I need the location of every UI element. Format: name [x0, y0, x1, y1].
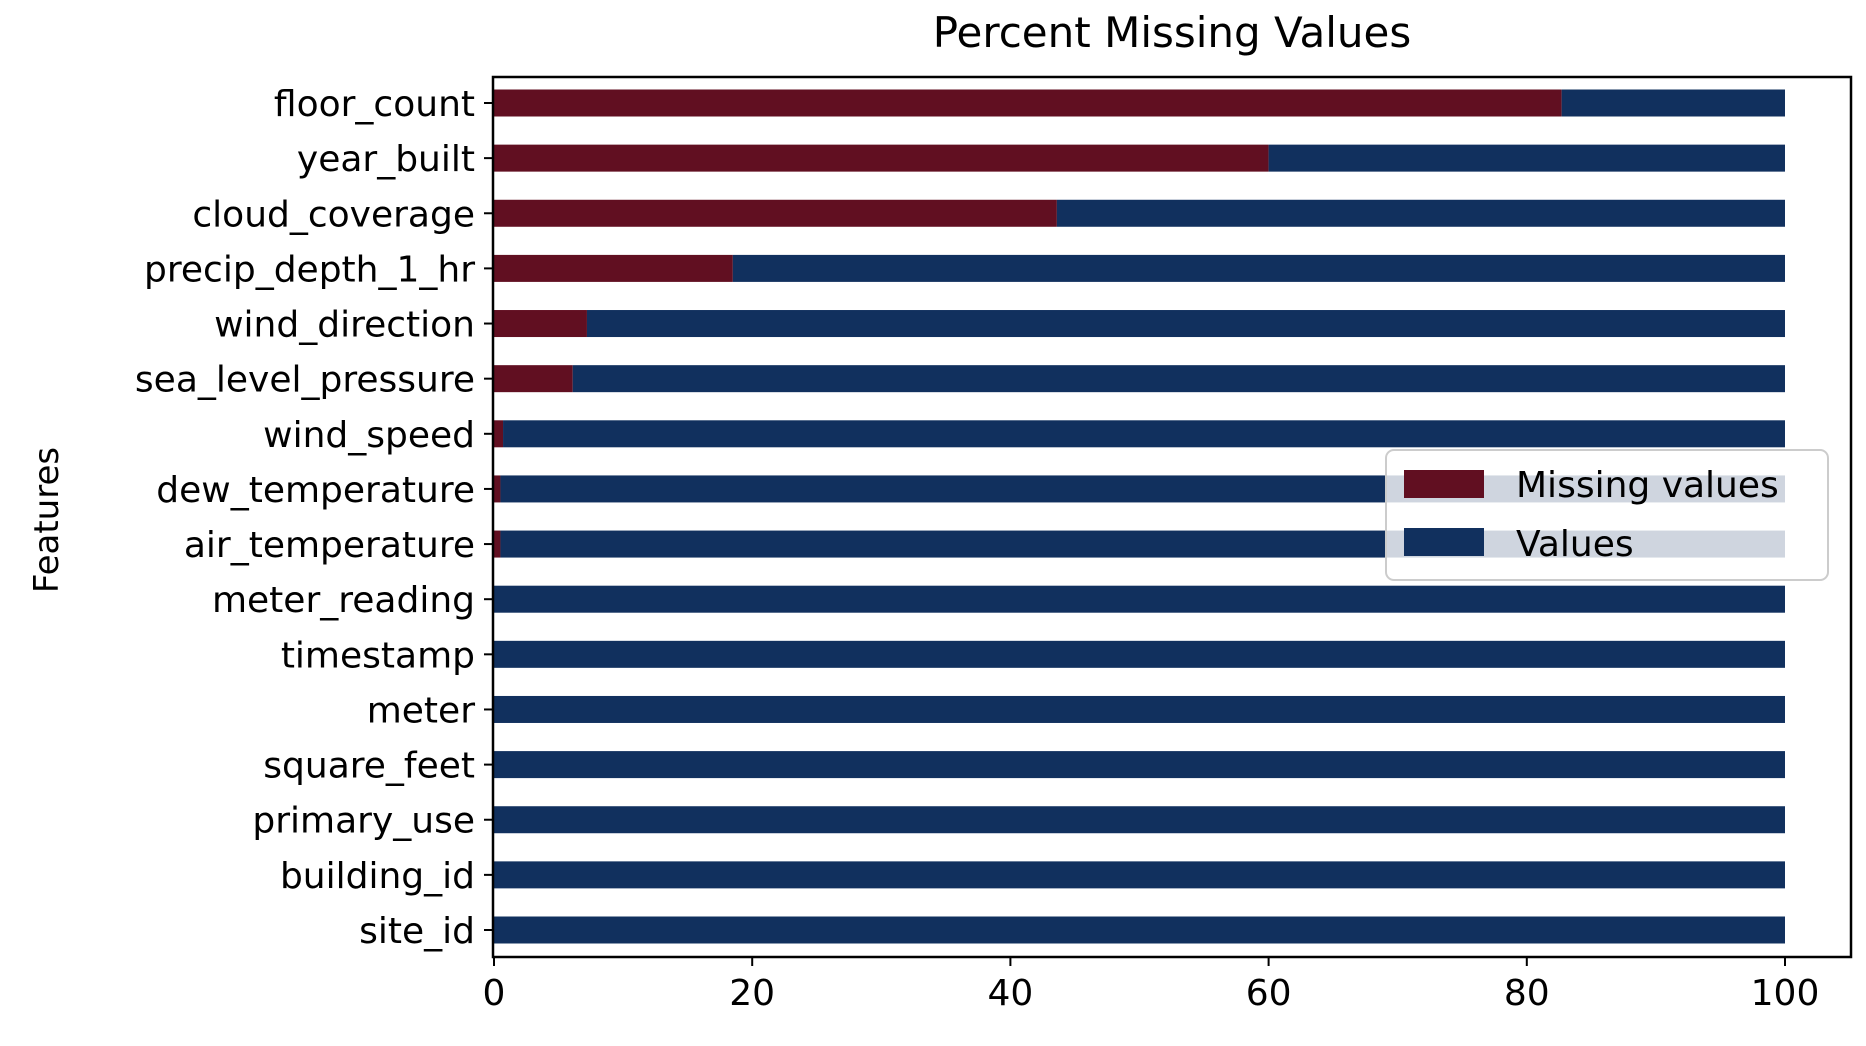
bar-missing-values-cloud-coverage — [494, 199, 1057, 227]
legend-label-missing-values: Missing values — [1516, 465, 1779, 506]
x-axis: 0 20 40 60 80 100 — [483, 957, 1820, 1014]
y-axis: floor_count year_built cloud_coveragepreci… — [135, 84, 493, 952]
bar-values-wind-direction — [586, 310, 1785, 338]
bar-values-meter-reading — [494, 585, 1785, 613]
y-tick-label-sea-level-pressure: sea_level_pressure — [135, 360, 475, 401]
y-tick-label-cloud-coverage: cloud_coverage — [192, 194, 475, 235]
x-tick-label-60: 60 — [1246, 973, 1292, 1014]
y-tick-label-square-feet: square_feet — [263, 746, 475, 787]
legend-label-values: Values — [1516, 524, 1634, 565]
y-tick-label-primary-use: primary_use — [252, 801, 475, 842]
bar-values-timestamp — [494, 640, 1785, 668]
y-tick-label-year-built: year_built — [297, 139, 475, 180]
bar-values-building-id — [494, 861, 1785, 889]
legend-swatch-values — [1404, 528, 1484, 556]
y-tick-label-dew-temperature: dew_temperature — [156, 470, 475, 511]
y-tick-label-site-id: site_id — [359, 911, 475, 952]
bars-layer — [494, 89, 1786, 944]
x-tick-label-100: 100 — [1751, 973, 1820, 1014]
bar-values-sea-level-pressure — [572, 365, 1785, 393]
y-tick-label-air-temperature: air_temperature — [184, 525, 475, 566]
bar-values-cloud-coverage — [1056, 199, 1785, 227]
x-tick-label-80: 80 — [1504, 973, 1550, 1014]
y-axis-label: Features — [27, 447, 67, 593]
chart-title: Percent Missing Values — [933, 8, 1412, 57]
x-tick-label-0: 0 — [483, 973, 506, 1014]
bar-missing-values-wind-direction — [494, 310, 587, 338]
y-tick-label-precip-depth-1-hr: precip_depth_1_hr — [144, 249, 475, 290]
bar-values-precip-depth-1-hr — [732, 254, 1786, 282]
legend-box — [1385, 449, 1829, 581]
y-tick-label-meter-reading: meter_reading — [212, 580, 475, 621]
bar-values-site-id — [494, 916, 1785, 944]
bar-missing-values-year-built — [494, 144, 1269, 172]
bar-values-floor-count — [1561, 89, 1785, 117]
bar-missing-values-air-temperature — [494, 530, 501, 558]
y-tick-label-wind-speed: wind_speed — [263, 415, 475, 456]
bar-missing-values-wind-speed — [494, 420, 504, 448]
bar-missing-values-precip-depth-1-hr — [494, 254, 733, 282]
bar-missing-values-floor-count — [494, 89, 1562, 117]
bar-values-wind-speed — [503, 420, 1785, 448]
legend-swatch-missing-values — [1404, 470, 1484, 498]
y-tick-label-building-id: building_id — [280, 856, 475, 897]
bar-values-primary-use — [494, 806, 1785, 834]
x-tick-label-20: 20 — [729, 973, 775, 1014]
bar-values-year-built — [1268, 144, 1785, 172]
x-tick-label-40: 40 — [987, 973, 1033, 1014]
bar-values-square-feet — [494, 751, 1785, 779]
y-tick-label-timestamp: timestamp — [281, 635, 475, 676]
y-tick-label-floor-count: floor_count — [274, 84, 475, 125]
plot-frame — [491, 75, 1853, 959]
bar-missing-values-sea-level-pressure — [494, 365, 573, 393]
y-tick-label-wind-direction: wind_direction — [214, 305, 475, 346]
y-tick-label-meter: meter — [367, 690, 475, 731]
bar-values-meter — [494, 695, 1785, 723]
legend: Missing values Values — [1385, 449, 1829, 581]
bar-missing-values-dew-temperature — [494, 475, 501, 503]
